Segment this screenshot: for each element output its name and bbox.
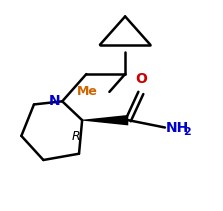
- Polygon shape: [82, 115, 128, 125]
- Text: 2: 2: [183, 127, 190, 137]
- Text: NH: NH: [166, 121, 189, 135]
- Text: N: N: [49, 94, 60, 108]
- Text: Me: Me: [77, 85, 98, 98]
- Text: R: R: [72, 130, 80, 143]
- Text: O: O: [135, 72, 147, 86]
